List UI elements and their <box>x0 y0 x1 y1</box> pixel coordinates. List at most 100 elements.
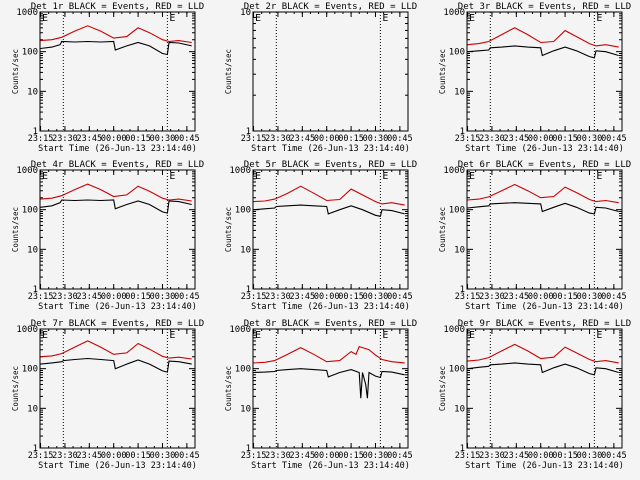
x-tick-label: 00:45 <box>601 134 627 144</box>
series-events-line <box>467 362 619 376</box>
y-tick-label: 100 <box>22 365 38 375</box>
plot-frame <box>466 328 623 449</box>
x-tick-label: 23:45 <box>77 451 103 461</box>
chart-panel-6: Det 6r BLACK = Events, RED = LLD 1 10 100 10… <box>438 160 631 312</box>
time-marker-label: E <box>169 171 175 182</box>
y-tick-label: 1000 <box>229 325 251 335</box>
y-tick-label: 10 <box>454 87 465 97</box>
y-tick-label: 10 <box>27 404 38 414</box>
x-axis-label: Start Time (26-Jun-13 23:14:40) <box>38 144 197 154</box>
time-marker-label: E <box>469 13 475 24</box>
plot-frame <box>466 169 623 290</box>
y-axis-label: Counts/sec <box>11 49 20 94</box>
time-marker-label: E <box>382 330 388 341</box>
x-tick-label: 23:30 <box>52 134 78 144</box>
x-tick-label: 23:30 <box>265 292 291 302</box>
series-lld-line <box>253 185 405 206</box>
y-tick-label: 100 <box>22 48 38 58</box>
x-axis-label: Start Time (26-Jun-13 23:14:40) <box>251 302 410 312</box>
x-tick-label: 00:00 <box>528 292 554 302</box>
plot-frame <box>252 328 409 449</box>
x-tick-label: 00:15 <box>338 134 364 144</box>
x-tick-label: 00:45 <box>387 292 413 302</box>
time-marker-label: E <box>169 13 175 24</box>
x-tick-label: 00:45 <box>601 292 627 302</box>
x-tick-label: 00:30 <box>363 292 389 302</box>
series-lld-line <box>253 345 405 364</box>
x-tick-label: 00:15 <box>552 451 578 461</box>
series-events-line <box>253 368 405 399</box>
plot-frame <box>252 11 409 132</box>
y-axis-label: Counts/sec <box>224 49 233 94</box>
y-tick-label: 1 <box>246 127 251 137</box>
x-axis-label: Start Time (26-Jun-13 23:14:40) <box>465 461 624 471</box>
x-tick-label: 23:45 <box>290 134 316 144</box>
x-tick-label: 23:30 <box>265 451 291 461</box>
y-tick-label: 1 <box>33 285 38 295</box>
time-marker-label: E <box>596 13 602 24</box>
series-events-line <box>467 202 619 215</box>
y-axis-label: Counts/sec <box>11 207 20 252</box>
chart-title: Det 7r BLACK = Events, RED = LLD <box>31 319 204 329</box>
plot-frame <box>39 169 196 290</box>
x-axis-label: Start Time (26-Jun-13 23:14:40) <box>38 461 197 471</box>
y-axis-label: Counts/sec <box>438 366 447 411</box>
x-tick-label: 23:15 <box>28 451 54 461</box>
x-tick-label: 23:15 <box>28 134 54 144</box>
chart-title: Det 9r BLACK = Events, RED = LLD <box>458 319 631 329</box>
y-tick-label: 1 <box>460 444 465 454</box>
x-tick-label: 23:45 <box>77 292 103 302</box>
y-tick-label: 100 <box>449 206 465 216</box>
y-tick-label: 10 <box>240 245 251 255</box>
x-tick-label: 23:30 <box>52 292 78 302</box>
x-tick-label: 00:30 <box>577 292 603 302</box>
x-axis-label: Start Time (26-Jun-13 23:14:40) <box>38 302 197 312</box>
time-marker-label: E <box>382 171 388 182</box>
time-marker-label: E <box>255 13 261 24</box>
chart-panel-1: Det 1r BLACK = Events, RED = LLD 1 10 100 10… <box>11 2 204 154</box>
x-tick-label: 00:30 <box>577 451 603 461</box>
chart-title: Det 5r BLACK = Events, RED = LLD <box>244 160 417 170</box>
x-tick-label: 23:30 <box>479 134 505 144</box>
time-marker-label: E <box>255 171 261 182</box>
time-marker-label: E <box>169 330 175 341</box>
y-tick-label: 1 <box>460 285 465 295</box>
chart-panel-7: Det 7r BLACK = Events, RED = LLD 1 10 100 10… <box>11 319 204 471</box>
x-tick-label: 00:00 <box>101 451 127 461</box>
plot-frame <box>252 169 409 290</box>
chart-title: Det 3r BLACK = Events, RED = LLD <box>458 2 631 12</box>
x-tick-label: 00:00 <box>101 292 127 302</box>
x-axis-label: Start Time (26-Jun-13 23:14:40) <box>251 461 410 471</box>
y-tick-label: 100 <box>235 365 251 375</box>
y-tick-label: 1000 <box>16 8 38 18</box>
x-tick-label: 23:30 <box>479 292 505 302</box>
x-axis-label: Start Time (26-Jun-13 23:14:40) <box>251 144 410 154</box>
x-tick-label: 00:15 <box>125 292 151 302</box>
x-tick-label: 23:15 <box>28 292 54 302</box>
chart-title: Det 4r BLACK = Events, RED = LLD <box>31 160 204 170</box>
series-lld-line <box>467 27 619 48</box>
y-axis-label: Counts/sec <box>11 366 20 411</box>
x-tick-label: 23:15 <box>455 292 481 302</box>
y-tick-label: 1000 <box>443 325 465 335</box>
x-tick-label: 00:45 <box>174 134 200 144</box>
chart-panel-4: Det 4r BLACK = Events, RED = LLD 1 10 100 10… <box>11 160 204 312</box>
x-tick-label: 23:30 <box>52 451 78 461</box>
x-tick-label: 00:45 <box>601 451 627 461</box>
x-tick-label: 00:30 <box>363 451 389 461</box>
series-lld-line <box>40 183 192 202</box>
y-tick-label: 1000 <box>443 166 465 176</box>
x-tick-label: 23:15 <box>455 134 481 144</box>
plot-frame <box>466 11 623 132</box>
chart-panel-8: Det 8r BLACK = Events, RED = LLD 1 10 100 10… <box>224 319 417 471</box>
x-tick-label: 00:15 <box>338 451 364 461</box>
chart-panel-3: Det 3r BLACK = Events, RED = LLD 1 10 100 10… <box>438 2 631 154</box>
y-axis-label: Counts/sec <box>438 207 447 252</box>
x-tick-label: 23:15 <box>455 451 481 461</box>
y-tick-label: 1000 <box>16 325 38 335</box>
chart-title: Det 1r BLACK = Events, RED = LLD <box>31 2 204 12</box>
y-tick-label: 1000 <box>229 166 251 176</box>
y-tick-label: 1000 <box>16 166 38 176</box>
x-tick-label: 00:15 <box>338 292 364 302</box>
